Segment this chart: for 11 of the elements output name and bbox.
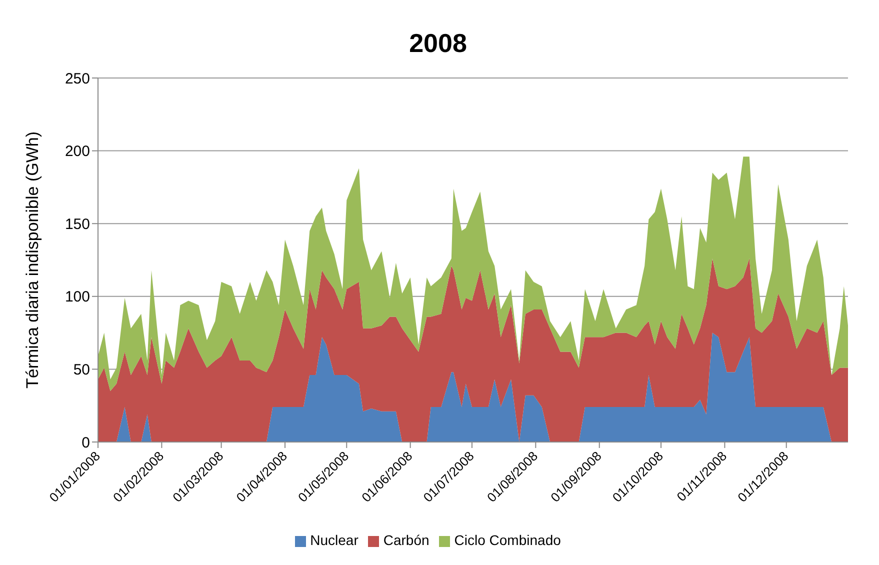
- y-tick-label: 250: [64, 70, 90, 88]
- y-tick-label: 0: [82, 434, 90, 452]
- y-tick-label: 200: [64, 143, 90, 160]
- legend-label: Nuclear: [310, 532, 358, 548]
- chart-title: 2008: [408, 27, 468, 60]
- y-axis-title: Térmica diaria indisponible (GWh): [23, 132, 42, 388]
- legend-label: Ciclo Combinado: [454, 532, 561, 548]
- legend-label: Carbón: [383, 532, 430, 548]
- y-tick-label: 100: [64, 288, 90, 306]
- y-tick-label: 150: [64, 216, 90, 233]
- y-tick-label: 50: [73, 362, 90, 379]
